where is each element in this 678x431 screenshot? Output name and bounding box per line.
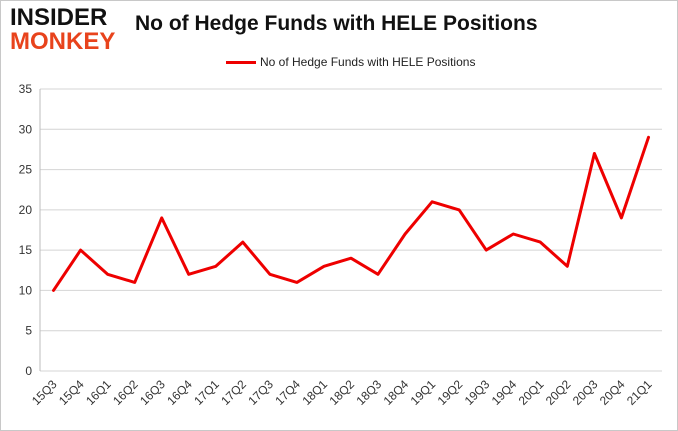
x-tick-label: 18Q4 (381, 377, 412, 408)
x-tick-label: 19Q1 (408, 377, 439, 408)
x-tick-label: 17Q3 (245, 377, 276, 408)
x-tick-label: 15Q4 (56, 377, 87, 408)
y-tick-label: 0 (25, 364, 32, 378)
x-tick-label: 19Q4 (489, 377, 520, 408)
x-tick-label: 20Q4 (597, 377, 628, 408)
logo-line-1: INSIDER (10, 4, 108, 31)
y-tick-label: 5 (25, 324, 32, 338)
x-tick-label: 20Q3 (570, 377, 601, 408)
x-tick-label: 20Q2 (543, 377, 574, 408)
x-tick-label: 18Q1 (299, 377, 330, 408)
series-line (52, 135, 650, 292)
x-tick-label: 16Q1 (83, 377, 114, 408)
y-tick-label: 10 (19, 283, 33, 297)
legend-swatch (226, 60, 256, 64)
y-tick-label: 35 (19, 82, 33, 96)
chart-legend: No of Hedge Funds with HELE Positions (226, 55, 475, 69)
y-tick-label: 25 (19, 163, 33, 177)
insider-monkey-logo: INSIDER MONKEY (10, 6, 128, 54)
x-tick-label: 20Q1 (516, 377, 547, 408)
chart-title: No of Hedge Funds with HELE Positions (135, 12, 538, 35)
x-tick-label: 18Q3 (354, 377, 385, 408)
legend-label: No of Hedge Funds with HELE Positions (260, 55, 476, 69)
x-tick-label: 19Q2 (435, 377, 466, 408)
logo-line-2: MONKEY (10, 28, 116, 55)
x-tick-label: 15Q3 (29, 377, 60, 408)
x-tick-label: 16Q2 (110, 377, 141, 408)
y-tick-label: 15 (19, 243, 33, 257)
x-tick-label: 16Q3 (137, 377, 168, 408)
x-tick-label: 19Q3 (462, 377, 493, 408)
x-tick-label: 18Q2 (326, 377, 357, 408)
x-tick-label: 17Q2 (218, 377, 249, 408)
y-tick-label: 20 (19, 203, 33, 217)
x-tick-label: 16Q4 (164, 377, 195, 408)
x-tick-label: 21Q1 (624, 377, 655, 408)
y-tick-label: 30 (19, 122, 33, 136)
x-tick-label: 17Q4 (272, 377, 303, 408)
x-tick-label: 17Q1 (191, 377, 222, 408)
